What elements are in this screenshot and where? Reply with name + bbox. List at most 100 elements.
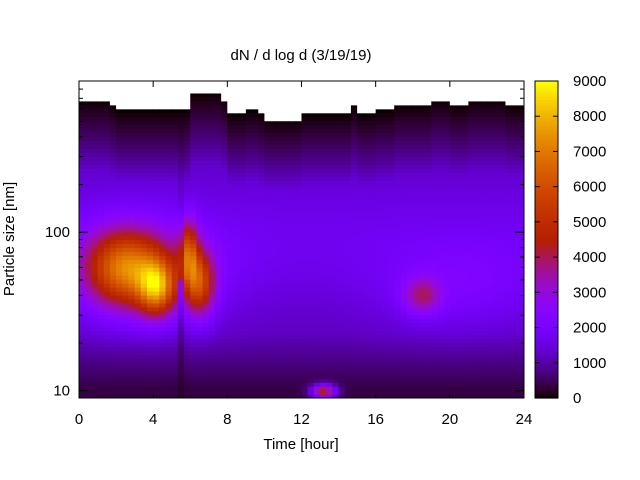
heatmap-cell	[431, 366, 439, 371]
heatmap-cell	[400, 207, 408, 213]
heatmap-cell	[79, 215, 86, 221]
heatmap-cell	[214, 152, 222, 157]
heatmap-cell	[116, 354, 123, 359]
heatmap-cell	[159, 338, 167, 344]
heatmap-cell	[394, 306, 401, 312]
heatmap-cell	[128, 306, 136, 312]
heatmap-cell	[109, 294, 117, 300]
heatmap-cell	[437, 211, 445, 217]
heatmap-cell	[406, 144, 414, 149]
heatmap-cell	[245, 195, 253, 201]
heatmap-cell	[214, 271, 222, 276]
heatmap-cell	[245, 223, 253, 229]
heatmap-cell	[264, 318, 272, 324]
heatmap-cell	[202, 128, 210, 134]
heatmap-cell	[103, 92, 111, 98]
heatmap-cell	[79, 386, 86, 391]
heatmap-cell	[165, 84, 173, 90]
heatmap-cell	[400, 330, 408, 336]
heatmap-cell	[332, 243, 340, 249]
heatmap-cell	[394, 271, 401, 276]
heatmap-cell	[344, 164, 352, 169]
heatmap-cell	[159, 219, 167, 225]
heatmap-cell	[128, 81, 136, 86]
heatmap-cell	[449, 283, 457, 288]
heatmap-cell	[357, 235, 364, 241]
heatmap-cell	[196, 215, 204, 221]
heatmap-cell	[369, 330, 377, 336]
heatmap-cell	[350, 180, 358, 185]
heatmap-cell	[239, 211, 247, 217]
heatmap-cell	[190, 199, 198, 205]
heatmap-cell	[184, 350, 191, 356]
heatmap-cell	[91, 275, 99, 280]
heatmap-cell	[456, 156, 463, 161]
heatmap-cell	[146, 322, 154, 328]
heatmap-cell	[357, 136, 364, 142]
heatmap-cell	[79, 136, 86, 142]
heatmap-cell	[406, 211, 414, 217]
heatmap-cell	[270, 291, 278, 296]
heatmap-cell	[394, 140, 401, 145]
heatmap-cell	[165, 354, 173, 359]
heatmap-cell	[357, 96, 364, 102]
heatmap-cell	[388, 354, 395, 359]
heatmap-cell	[221, 211, 228, 217]
heatmap-cell	[245, 350, 253, 356]
heatmap-cell	[233, 180, 241, 185]
heatmap-cell	[177, 306, 185, 312]
heatmap-cell	[357, 350, 364, 356]
heatmap-cell	[184, 298, 191, 304]
heatmap-cell	[276, 243, 284, 249]
heatmap-cell	[350, 294, 358, 300]
heatmap-cell	[388, 394, 395, 398]
heatmap-cell	[449, 291, 457, 296]
heatmap-cell	[122, 81, 130, 86]
heatmap-cell	[344, 370, 352, 375]
heatmap-cell	[103, 152, 111, 157]
heatmap-cell	[289, 350, 296, 356]
heatmap-cell	[184, 144, 191, 149]
heatmap-cell	[264, 148, 272, 153]
heatmap-cell	[381, 326, 389, 332]
heatmap-cell	[196, 132, 204, 138]
heatmap-cell	[425, 108, 432, 114]
heatmap-cell	[214, 326, 222, 332]
heatmap-cell	[177, 81, 185, 86]
heatmap-cell	[443, 287, 451, 292]
heatmap-cell	[221, 378, 228, 383]
heatmap-cell	[140, 136, 148, 142]
heatmap-cell	[165, 251, 173, 256]
heatmap-cell	[350, 306, 358, 312]
heatmap-cell	[190, 211, 198, 217]
heatmap-cell	[109, 211, 117, 217]
heatmap-cell	[332, 203, 340, 209]
heatmap-cell	[146, 128, 154, 134]
heatmap-cell	[159, 247, 167, 252]
heatmap-cell	[375, 176, 383, 181]
heatmap-cell	[456, 108, 463, 114]
heatmap-cell	[171, 259, 179, 264]
heatmap-cell	[301, 271, 309, 276]
heatmap-cell	[456, 100, 463, 106]
heatmap-cell	[289, 152, 296, 157]
heatmap-cell	[332, 271, 340, 276]
heatmap-cell	[388, 374, 395, 379]
heatmap-cell	[381, 136, 389, 142]
heatmap-cell	[208, 199, 216, 205]
heatmap-cell	[208, 168, 216, 173]
heatmap-cell	[437, 148, 445, 153]
heatmap-cell	[227, 160, 235, 165]
heatmap-cell	[406, 350, 414, 356]
heatmap-cell	[85, 247, 92, 252]
heatmap-cell	[165, 318, 173, 324]
heatmap-cell	[406, 187, 414, 193]
heatmap-cell	[122, 338, 130, 344]
heatmap-cell	[140, 326, 148, 332]
heatmap-cell	[233, 184, 241, 189]
heatmap-cell	[425, 211, 432, 217]
heatmap-cell	[258, 136, 266, 142]
heatmap-cell	[91, 382, 99, 387]
heatmap-cell	[97, 180, 105, 185]
heatmap-cell	[456, 120, 463, 126]
